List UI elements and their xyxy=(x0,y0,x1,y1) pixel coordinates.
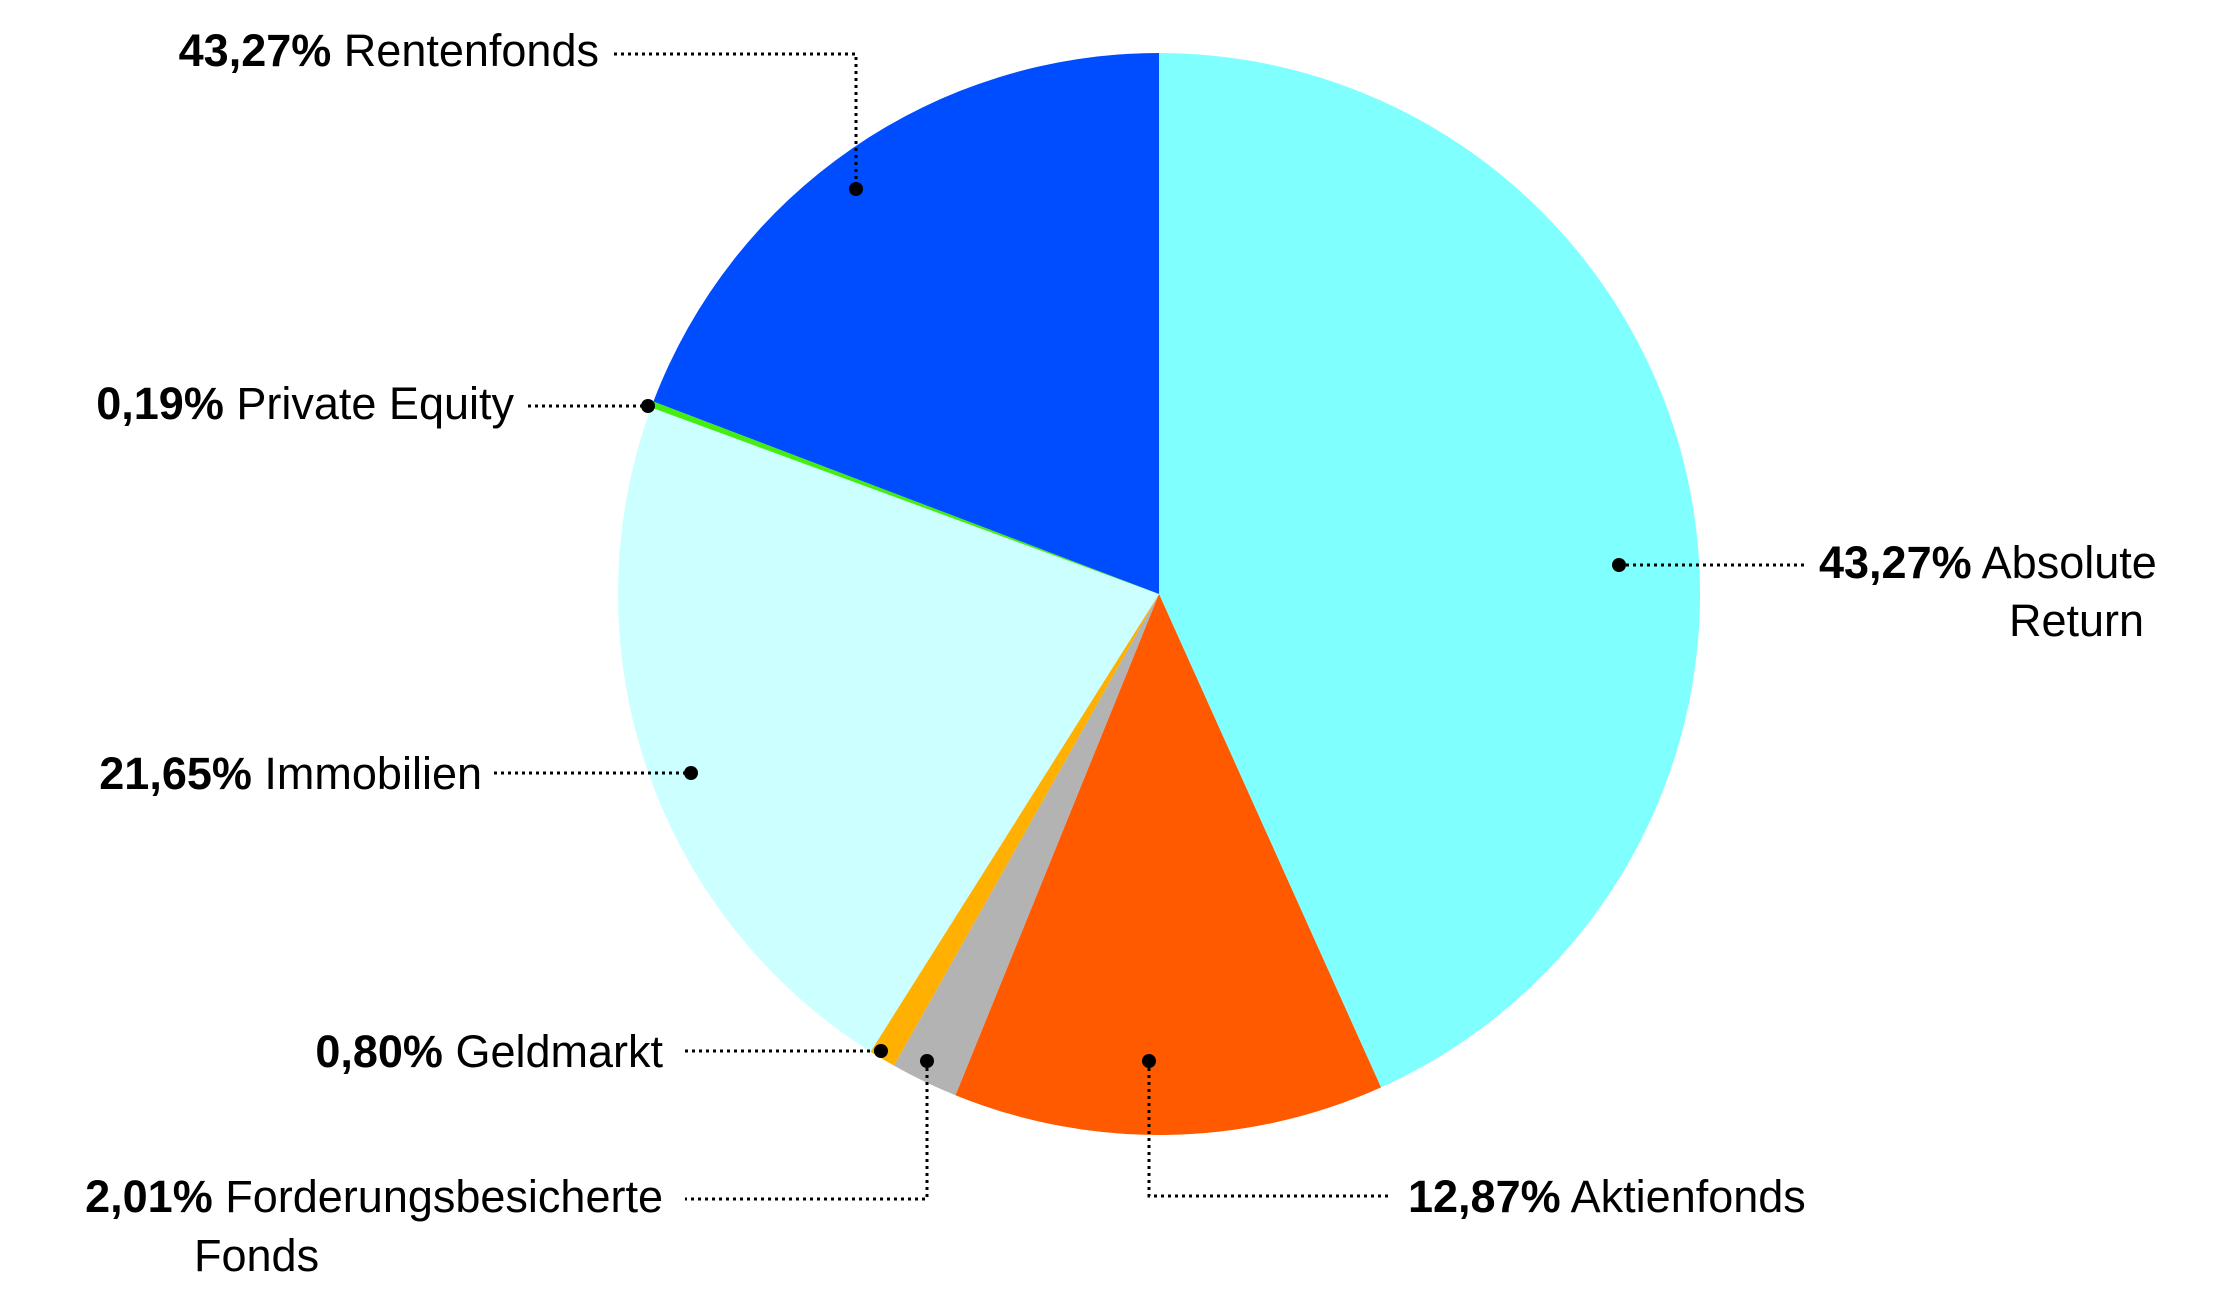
leader-dots xyxy=(641,182,1626,1068)
label-absolute-return: 43,27% Absolute xyxy=(1819,537,2157,588)
dot-absolute-return xyxy=(1612,558,1626,572)
value-label: 0,19% xyxy=(96,378,224,429)
dot-private-equity xyxy=(641,399,655,413)
leader-lines xyxy=(494,52,1805,1201)
label-geldmarkt: 0,80% Geldmarkt xyxy=(315,1026,663,1077)
leader-line-aktienfonds xyxy=(1147,1061,1388,1198)
pie-slice-absolute-return xyxy=(1159,53,1700,1088)
pie-slice-geldmarkt xyxy=(870,594,1159,1066)
category-label: Absolute xyxy=(1982,537,2157,588)
pie-slices xyxy=(618,53,1700,1135)
leader-line-rentenfonds xyxy=(614,52,858,189)
label-absolute-return-line2: Return xyxy=(2009,595,2144,646)
dot-aktienfonds xyxy=(1142,1054,1156,1068)
value-label: 43,27% xyxy=(1819,537,1972,588)
label-immobilien: 21,65% Immobilien xyxy=(99,748,482,799)
value-label: 2,01% xyxy=(85,1171,213,1222)
label-forderungsbesicherte-line2: Fonds xyxy=(194,1230,319,1281)
label-forderungsbesicherte: 2,01% Forderungsbesicherte xyxy=(85,1171,663,1222)
category-label: Rentenfonds xyxy=(344,25,599,76)
value-label: 12,87% xyxy=(1408,1171,1561,1222)
value-label: 0,80% xyxy=(315,1026,443,1077)
dot-rentenfonds xyxy=(849,182,863,196)
category-label: Immobilien xyxy=(264,748,482,799)
category-label: Aktienfonds xyxy=(1571,1171,1806,1222)
category-label: Forderungsbesicherte xyxy=(225,1171,663,1222)
dot-geldmarkt xyxy=(874,1044,888,1058)
category-label: Private Equity xyxy=(236,378,514,429)
pie-slice-forderungsbesicherte-fonds xyxy=(893,594,1159,1096)
value-label: 43,27% xyxy=(179,25,332,76)
category-label: Geldmarkt xyxy=(455,1026,663,1077)
dot-immobilien xyxy=(684,766,698,780)
label-private-equity: 0,19% Private Equity xyxy=(96,378,514,429)
value-label: 21,65% xyxy=(99,748,252,799)
pie-slice-aktienfonds xyxy=(955,594,1382,1135)
pie-slice-rentenfonds xyxy=(653,53,1159,594)
leader-line-forderungsbesicherte xyxy=(685,1061,929,1201)
label-rentenfonds: 43,27% Rentenfonds xyxy=(179,25,599,76)
pie-slice-private-equity xyxy=(651,401,1159,594)
label-aktienfonds: 12,87% Aktienfonds xyxy=(1408,1171,1806,1222)
pie-slice-immobilien xyxy=(618,407,1159,1052)
dot-forderungsbesicherte xyxy=(920,1054,934,1068)
